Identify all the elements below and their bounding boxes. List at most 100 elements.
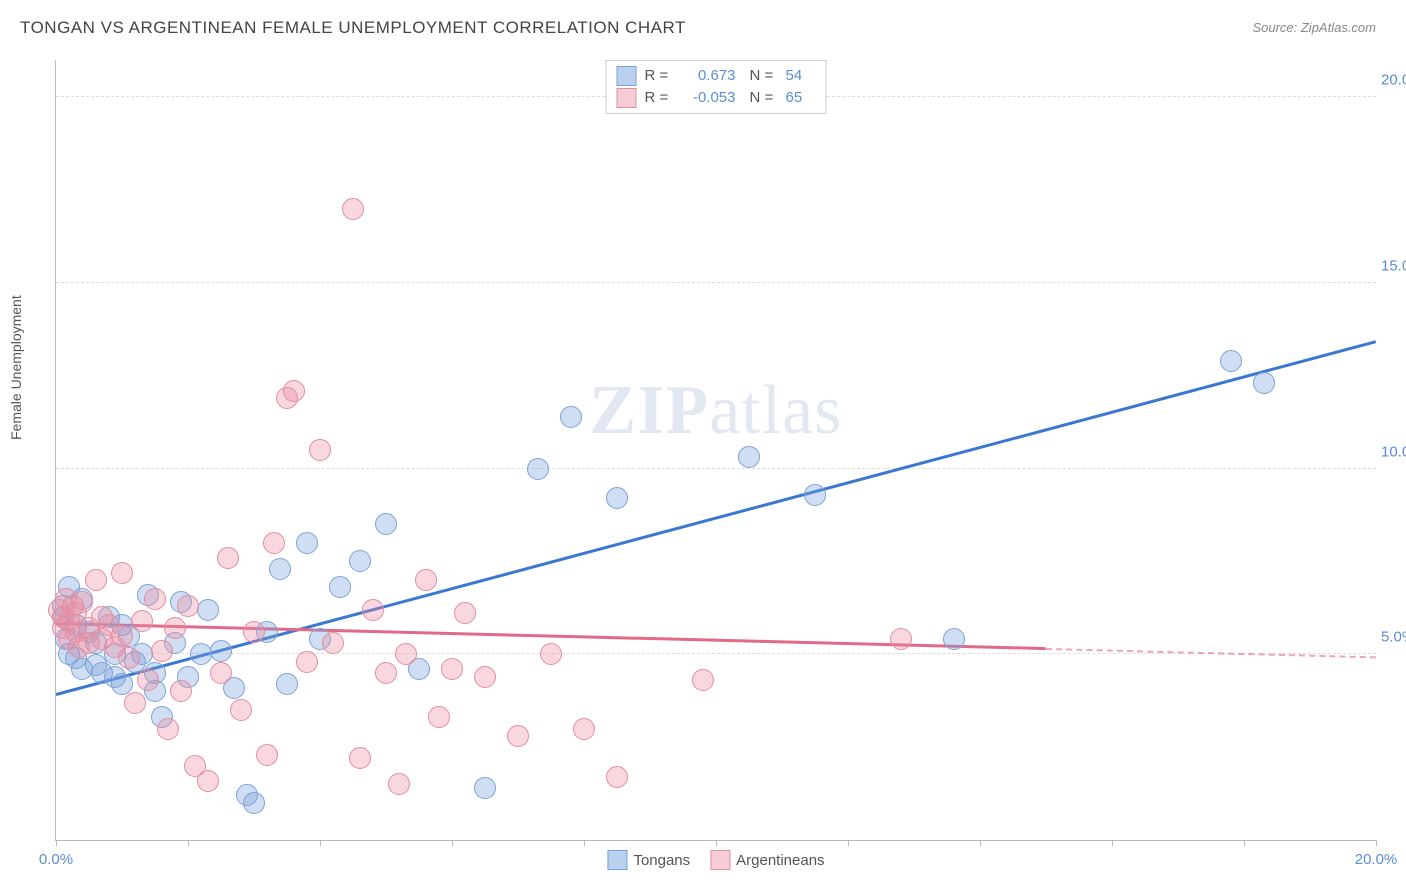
data-point	[71, 591, 93, 613]
r-label: R =	[645, 87, 673, 109]
n-label: N =	[750, 65, 778, 87]
x-tick	[1244, 840, 1245, 846]
data-point	[1220, 350, 1242, 372]
watermark: ZIPatlas	[590, 371, 843, 451]
legend-series-box: Tongans Argentineans	[607, 850, 824, 870]
data-point	[243, 621, 265, 643]
data-point	[276, 673, 298, 695]
grid-line	[56, 468, 1376, 469]
legend-row-argentineans: R = -0.053 N = 65	[617, 87, 816, 109]
data-point	[197, 770, 219, 792]
data-point	[197, 599, 219, 621]
data-point	[269, 558, 291, 580]
data-point	[164, 617, 186, 639]
data-point	[415, 569, 437, 591]
plot-area: ZIPatlas R = 0.673 N = 54 R = -0.053 N =…	[55, 60, 1376, 841]
legend-label-tongans: Tongans	[633, 852, 690, 869]
y-tick-label: 10.0%	[1381, 443, 1406, 460]
data-point	[137, 669, 159, 691]
source-name: ZipAtlas.com	[1301, 20, 1376, 35]
watermark-zip: ZIP	[590, 372, 710, 449]
n-value-tongans: 54	[786, 65, 816, 87]
data-point	[210, 640, 232, 662]
x-tick-label: 20.0%	[1355, 851, 1398, 868]
x-tick-label: 0.0%	[39, 851, 73, 868]
x-tick	[56, 840, 57, 846]
data-point	[527, 458, 549, 480]
y-tick-label: 15.0%	[1381, 257, 1406, 274]
data-point	[943, 628, 965, 650]
x-tick	[1376, 840, 1377, 846]
data-point	[296, 532, 318, 554]
data-point	[375, 513, 397, 535]
data-point	[560, 406, 582, 428]
grid-line	[56, 653, 1376, 654]
x-tick	[452, 840, 453, 846]
swatch-argentineans	[617, 88, 637, 108]
x-tick	[320, 840, 321, 846]
data-point	[804, 484, 826, 506]
data-point	[144, 588, 166, 610]
x-tick	[848, 840, 849, 846]
data-point	[151, 640, 173, 662]
n-value-argentineans: 65	[786, 87, 816, 109]
swatch-tongans	[607, 850, 627, 870]
r-value-tongans: 0.673	[681, 65, 736, 87]
y-axis-label: Female Unemployment	[8, 295, 24, 440]
data-point	[131, 610, 153, 632]
chart-header: TONGAN VS ARGENTINEAN FEMALE UNEMPLOYMEN…	[0, 0, 1406, 50]
n-label: N =	[750, 87, 778, 109]
data-point	[230, 699, 252, 721]
data-point	[309, 439, 331, 461]
legend-item-tongans: Tongans	[607, 850, 690, 870]
data-point	[606, 487, 628, 509]
data-point	[85, 569, 107, 591]
data-point	[388, 773, 410, 795]
source-prefix: Source:	[1252, 20, 1300, 35]
data-point	[111, 562, 133, 584]
data-point	[124, 692, 146, 714]
data-point	[362, 599, 384, 621]
x-tick	[980, 840, 981, 846]
data-point	[263, 532, 285, 554]
data-point	[243, 792, 265, 814]
data-point	[395, 643, 417, 665]
x-tick	[1112, 840, 1113, 846]
data-point	[170, 680, 192, 702]
data-point	[692, 669, 714, 691]
data-point	[296, 651, 318, 673]
data-point	[256, 744, 278, 766]
watermark-atlas: atlas	[709, 372, 842, 449]
data-point	[349, 747, 371, 769]
data-point	[210, 662, 232, 684]
x-tick	[716, 840, 717, 846]
data-point	[375, 662, 397, 684]
swatch-tongans	[617, 66, 637, 86]
grid-line	[56, 282, 1376, 283]
data-point	[157, 718, 179, 740]
r-value-argentineans: -0.053	[681, 87, 736, 109]
data-point	[118, 647, 140, 669]
data-point	[474, 777, 496, 799]
data-point	[573, 718, 595, 740]
data-point	[428, 706, 450, 728]
data-point	[890, 628, 912, 650]
chart-title: TONGAN VS ARGENTINEAN FEMALE UNEMPLOYMEN…	[20, 18, 686, 38]
data-point	[217, 547, 239, 569]
source-attribution: Source: ZipAtlas.com	[1252, 20, 1376, 35]
data-point	[738, 446, 760, 468]
legend-row-tongans: R = 0.673 N = 54	[617, 65, 816, 87]
data-point	[329, 576, 351, 598]
data-point	[441, 658, 463, 680]
data-point	[540, 643, 562, 665]
data-point	[322, 632, 344, 654]
data-point	[349, 550, 371, 572]
r-label: R =	[645, 65, 673, 87]
legend-correlation-box: R = 0.673 N = 54 R = -0.053 N = 65	[606, 60, 827, 114]
legend-label-argentineans: Argentineans	[736, 852, 824, 869]
x-tick	[188, 840, 189, 846]
data-point	[111, 625, 133, 647]
data-point	[606, 766, 628, 788]
swatch-argentineans	[710, 850, 730, 870]
legend-item-argentineans: Argentineans	[710, 850, 824, 870]
